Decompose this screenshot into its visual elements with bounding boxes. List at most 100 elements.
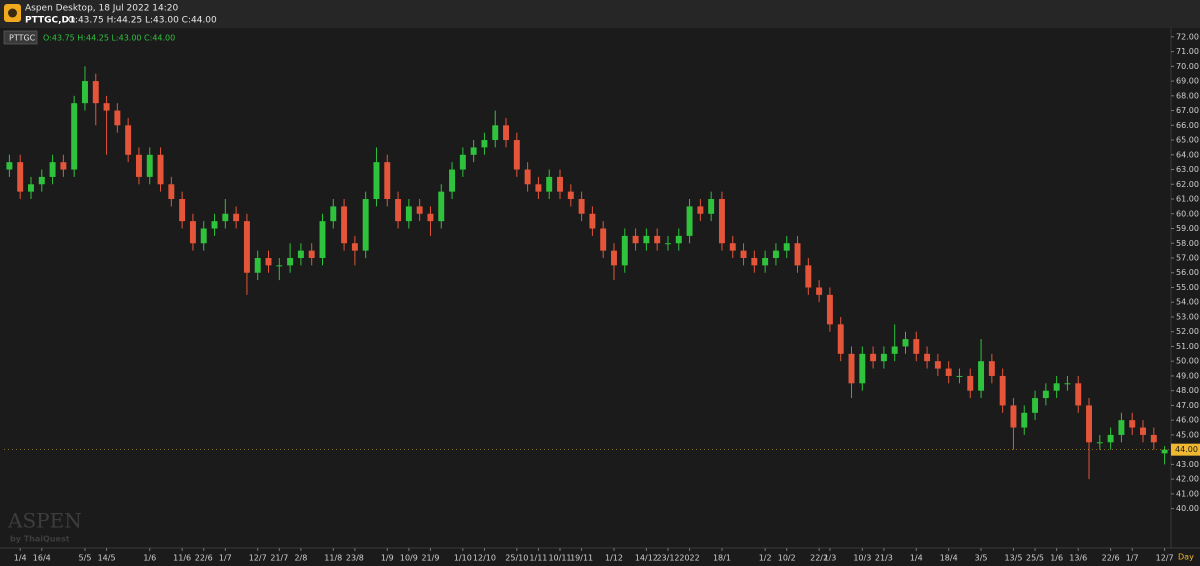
x-tick-label: 5/5	[79, 554, 92, 563]
x-tick-label: 10/11	[548, 554, 571, 563]
x-tick-label: 10/3	[853, 554, 871, 563]
candle-body	[179, 199, 186, 222]
candle-body	[1118, 420, 1125, 435]
candle-body	[600, 228, 607, 251]
candle-body	[17, 162, 24, 192]
x-tick-label: 22/6	[195, 554, 213, 563]
candle-body	[449, 169, 456, 192]
candle-body	[92, 81, 99, 104]
x-tick-label: 23/8	[346, 554, 364, 563]
candle-body	[373, 162, 380, 200]
candle-body	[1107, 434, 1114, 443]
y-tick-label: 69.00	[1176, 77, 1199, 86]
candle-body	[870, 353, 877, 362]
candle-body	[427, 213, 434, 222]
y-tick-label: 72.00	[1176, 32, 1199, 41]
x-tick-label: 22/6	[1102, 554, 1120, 563]
window-title: Aspen Desktop, 18 Jul 2022 14:20	[25, 4, 179, 14]
y-tick-label: 41.00	[1176, 489, 1199, 498]
candle-body	[38, 176, 45, 185]
candle-body	[945, 368, 952, 376]
x-tick-label: 10/2	[778, 554, 796, 563]
candle-body	[49, 162, 56, 177]
candle-body	[1140, 427, 1146, 435]
candle-body	[675, 235, 682, 244]
x-tick-label: 1/4	[910, 554, 923, 563]
candle-body	[233, 213, 240, 222]
candle-body	[157, 154, 164, 185]
candle-body	[459, 154, 466, 170]
candle-body	[535, 184, 542, 192]
x-tick-label: 2022	[679, 554, 699, 563]
y-tick-label: 43.00	[1176, 460, 1199, 469]
x-tick-label: 2/8	[294, 554, 307, 563]
x-tick-label: 18/4	[940, 554, 958, 563]
y-tick-label: 45.00	[1176, 430, 1199, 439]
x-tick-label: 25/5	[1026, 554, 1044, 563]
candle-body	[351, 243, 358, 251]
candle-body	[934, 361, 941, 369]
candle-body	[1010, 405, 1017, 428]
watermark-byline: by ThaiQuest	[10, 535, 70, 544]
candle-body	[492, 125, 499, 141]
candle-body	[611, 250, 617, 266]
x-tick-label: 21/9	[421, 554, 439, 563]
y-tick-label: 62.00	[1176, 180, 1199, 189]
candle-body	[729, 243, 736, 251]
candle-body	[686, 206, 693, 236]
y-tick-label: 59.00	[1176, 224, 1199, 233]
candle-body	[643, 235, 650, 244]
y-tick-label: 52.00	[1176, 327, 1199, 336]
y-tick-label: 46.00	[1176, 416, 1199, 425]
candle-body	[395, 199, 402, 222]
legend-ohlc: O:43.75 H:44.25 L:43.00 C:44.00	[43, 34, 175, 43]
y-tick-label: 67.00	[1176, 106, 1199, 115]
y-tick-label: 60.00	[1176, 209, 1199, 218]
candle-body	[135, 154, 142, 177]
candle-body	[578, 199, 585, 214]
candle-body	[470, 147, 477, 155]
symbol-badge	[3, 30, 38, 45]
candle-body	[416, 206, 423, 214]
candle-body	[1021, 412, 1028, 428]
header-ohlc: O:43.75 H:44.25 L:43.00 C:44.00	[68, 16, 217, 26]
x-tick-label: 11/6	[173, 554, 191, 563]
candle-body	[880, 353, 887, 362]
candle-body	[438, 191, 445, 222]
candle-body	[967, 375, 974, 391]
candle-body	[816, 287, 823, 295]
y-tick-label: 54.00	[1176, 298, 1199, 307]
candle-body	[125, 125, 132, 155]
candle-body	[697, 206, 704, 214]
header-bar	[0, 0, 1200, 28]
y-tick-label: 65.00	[1176, 136, 1199, 145]
candle-body	[546, 176, 553, 192]
y-tick-label: 48.00	[1176, 386, 1199, 395]
candle-body	[1075, 383, 1082, 406]
candle-body	[567, 191, 574, 200]
x-tick-label: 1/2	[759, 554, 772, 563]
candle-body	[308, 250, 315, 258]
x-tick-label: 1/3	[823, 554, 836, 563]
x-tick-label: 14/12	[635, 554, 658, 563]
y-tick-label: 51.00	[1176, 342, 1199, 351]
candle-body	[114, 110, 121, 126]
candle-body	[384, 162, 391, 200]
candle-body	[1150, 434, 1157, 443]
x-tick-label: 1/11	[529, 554, 547, 563]
y-tick-label: 71.00	[1176, 47, 1199, 56]
candle-body	[222, 213, 229, 222]
candle-body	[891, 346, 898, 354]
legend-symbol: PTTGC	[9, 34, 36, 43]
candle-body	[859, 353, 866, 384]
candle-body	[60, 162, 67, 170]
x-tick-label: 3/5	[975, 554, 988, 563]
candle-body	[297, 250, 304, 258]
y-tick-label: 47.00	[1176, 401, 1199, 410]
candle-body	[1053, 383, 1060, 391]
candle-body	[1064, 383, 1071, 385]
candle-body	[654, 235, 661, 244]
candle-body	[794, 243, 801, 266]
